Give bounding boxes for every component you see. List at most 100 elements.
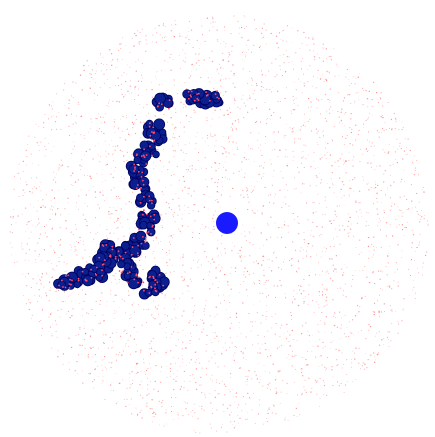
sample-dot xyxy=(113,310,115,311)
sample-dot xyxy=(351,291,353,293)
sample-dot xyxy=(131,121,134,124)
sample-dot xyxy=(305,202,307,204)
sample-dot xyxy=(389,223,391,225)
sample-dot xyxy=(188,77,190,79)
sample-dot xyxy=(122,349,124,351)
sample-dot xyxy=(136,363,138,365)
sample-dot xyxy=(82,257,84,259)
sample-dot xyxy=(104,200,106,202)
sample-dot xyxy=(313,42,315,45)
sample-dot xyxy=(238,422,240,424)
sample-dot xyxy=(260,149,261,151)
sample-dot xyxy=(32,163,33,165)
sample-dot xyxy=(277,370,279,372)
sample-dot xyxy=(173,419,175,420)
sample-dot xyxy=(298,267,300,269)
sample-dot xyxy=(75,249,77,251)
sample-dot xyxy=(198,362,201,364)
sample-dot xyxy=(363,90,364,91)
sample-dot xyxy=(267,412,269,415)
sample-dot xyxy=(99,86,101,88)
sample-dot xyxy=(184,186,186,188)
sample-dot xyxy=(193,204,195,206)
cluster-speck xyxy=(152,140,155,142)
sample-dot xyxy=(288,341,290,343)
sample-dot xyxy=(117,217,120,220)
sample-dot xyxy=(235,313,238,315)
sample-dot xyxy=(235,267,237,269)
sample-dot xyxy=(305,36,307,38)
sample-dot xyxy=(349,228,352,230)
sample-dot xyxy=(268,266,270,268)
sample-dot xyxy=(221,145,223,148)
sample-dot xyxy=(297,222,299,224)
sample-dot xyxy=(141,284,144,286)
sample-dot xyxy=(292,213,294,214)
sample-dot xyxy=(352,275,354,276)
sample-dot xyxy=(112,100,114,102)
sample-dot xyxy=(380,246,383,249)
sample-dot xyxy=(94,73,96,74)
sample-dot xyxy=(402,127,404,129)
sample-dot xyxy=(91,309,93,310)
sample-dot xyxy=(249,242,251,244)
cluster-speck xyxy=(150,286,153,289)
sample-dot xyxy=(9,231,11,233)
sample-dot xyxy=(373,155,375,156)
sample-dot xyxy=(102,314,104,316)
sample-dot xyxy=(232,241,233,243)
sample-dot xyxy=(118,101,120,103)
sample-dot xyxy=(367,149,369,151)
sample-dot xyxy=(192,231,194,233)
cluster-speck xyxy=(150,233,152,235)
sample-dot xyxy=(182,279,184,282)
sample-dot xyxy=(104,399,106,401)
sample-dot xyxy=(406,146,407,148)
sample-dot xyxy=(268,71,270,73)
sample-dot xyxy=(69,316,71,319)
sample-dot xyxy=(266,88,268,91)
sample-dot xyxy=(199,43,201,45)
sample-dot xyxy=(38,295,40,297)
sample-dot xyxy=(421,210,423,212)
sample-dot xyxy=(21,213,23,215)
sample-dot xyxy=(102,194,104,196)
sample-dot xyxy=(287,231,289,233)
sample-dot xyxy=(231,129,234,131)
sample-dot xyxy=(383,181,385,183)
sample-dot xyxy=(325,58,327,60)
sample-dot xyxy=(285,50,287,52)
sample-dot xyxy=(360,149,361,150)
cluster-speck xyxy=(207,94,209,96)
sample-dot xyxy=(389,305,391,307)
sample-dot xyxy=(263,173,265,175)
sample-dot xyxy=(316,176,318,179)
cluster-speck xyxy=(77,279,80,282)
sample-dot xyxy=(208,57,211,59)
sample-dot xyxy=(264,370,266,372)
cluster-speck xyxy=(126,272,129,275)
sample-dot xyxy=(67,166,69,168)
sample-dot xyxy=(330,56,332,58)
sample-dot xyxy=(213,221,215,223)
sample-dot xyxy=(398,224,400,226)
sample-dot xyxy=(292,345,294,347)
sample-dot xyxy=(185,106,187,108)
sample-dot xyxy=(191,336,193,337)
sample-dot xyxy=(67,337,70,339)
sample-dot xyxy=(158,84,160,86)
sample-dot xyxy=(149,363,150,365)
sample-dot xyxy=(178,179,180,181)
sample-dot xyxy=(383,337,385,339)
sample-dot xyxy=(260,89,262,91)
sample-dot xyxy=(38,164,40,166)
sample-dot xyxy=(199,169,201,171)
sample-dot xyxy=(196,39,198,42)
sample-dot xyxy=(410,258,413,261)
sample-dot xyxy=(178,418,180,419)
sample-dot xyxy=(278,371,280,373)
sample-dot xyxy=(216,379,218,381)
sample-dot xyxy=(377,300,379,302)
sample-dot xyxy=(406,153,408,155)
sample-dot xyxy=(279,101,282,103)
